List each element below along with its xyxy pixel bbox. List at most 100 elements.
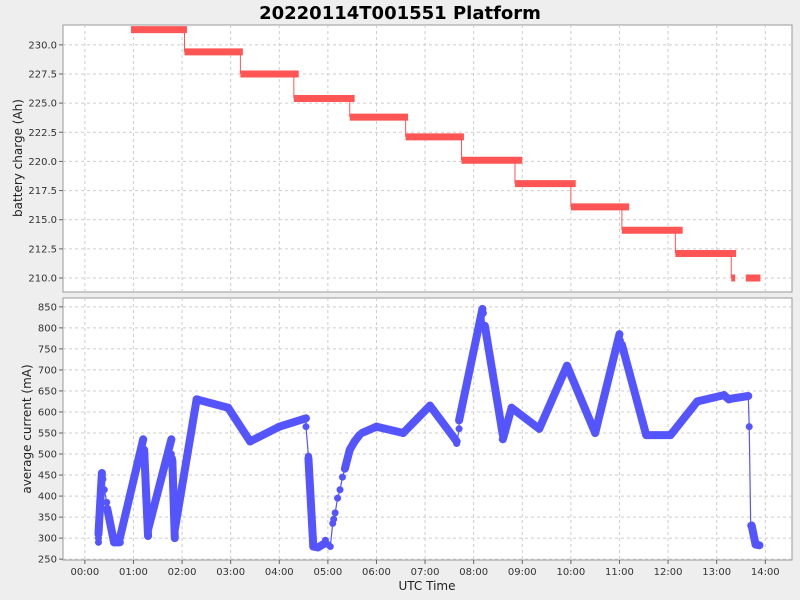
current-line-segment bbox=[535, 361, 571, 433]
y-tick-label: 217.5 bbox=[28, 186, 57, 197]
current-data-point bbox=[453, 440, 461, 448]
current-data-point bbox=[326, 543, 334, 551]
current-data-point bbox=[642, 431, 650, 439]
y-tick-label: 300 bbox=[38, 534, 57, 545]
x-tick-label: 13:00 bbox=[702, 567, 731, 578]
y-tick-label: 500 bbox=[38, 450, 57, 461]
current-data-point bbox=[563, 362, 571, 370]
current-data-point bbox=[168, 456, 176, 464]
x-tick-label: 04:00 bbox=[265, 567, 294, 578]
current-data-point bbox=[338, 473, 346, 481]
y-tick-label: 550 bbox=[38, 428, 57, 439]
y-tick-label: 230.0 bbox=[28, 40, 57, 51]
current-data-point bbox=[110, 538, 118, 546]
y-tick-label: 800 bbox=[38, 323, 57, 334]
current-data-point bbox=[100, 486, 108, 494]
current-data-point bbox=[275, 423, 283, 431]
current-data-point bbox=[144, 526, 152, 534]
current-data-point bbox=[224, 404, 232, 412]
x-tick-label: 07:00 bbox=[411, 567, 440, 578]
current-line-segment bbox=[399, 401, 434, 437]
current-line-segment bbox=[246, 422, 284, 446]
current-data-point bbox=[98, 469, 106, 477]
average-current-series bbox=[94, 304, 764, 552]
current-data-point bbox=[591, 429, 599, 437]
x-tick-label: 09:00 bbox=[508, 567, 537, 578]
current-line-segment bbox=[480, 321, 507, 440]
x-tick-label: 05:00 bbox=[313, 567, 342, 578]
y-tick-label: 650 bbox=[38, 386, 57, 397]
x-tick-label: 10:00 bbox=[556, 567, 585, 578]
current-data-point bbox=[455, 425, 463, 433]
current-line-segment bbox=[372, 422, 408, 437]
current-data-point bbox=[728, 395, 736, 403]
current-data-point bbox=[99, 475, 107, 483]
current-line-segment bbox=[275, 414, 310, 431]
battery-charge-panel: 210.0 212.5 215.0 217.5 220.0 222.5 225.0 227.5… bbox=[11, 24, 793, 293]
y-tick-label: 225.0 bbox=[28, 99, 57, 110]
current-data-point bbox=[116, 534, 124, 542]
y-tick-label: 250 bbox=[38, 555, 57, 566]
time-x-ticks: 00:00 01:00 02:00 03:00 04:00 05:00 06:00 07:00… bbox=[70, 560, 780, 578]
y-tick-label: 215.0 bbox=[28, 215, 57, 226]
current-data-point bbox=[171, 534, 179, 542]
current-data-point bbox=[341, 465, 349, 473]
current-data-point bbox=[144, 532, 152, 540]
current-data-point bbox=[481, 322, 489, 330]
current-data-point bbox=[139, 435, 147, 443]
average-current-panel: 250300350400450500550600650700750800850 … bbox=[20, 297, 793, 593]
chart-title: 20220114T001551 Platform bbox=[259, 3, 541, 24]
time-x-axis-label: UTC Time bbox=[399, 579, 456, 593]
current-line-segment bbox=[507, 403, 544, 433]
y-tick-label: 212.5 bbox=[28, 244, 57, 255]
current-data-point bbox=[399, 429, 407, 437]
current-data-point bbox=[667, 431, 674, 439]
current-data-point bbox=[304, 454, 312, 462]
y-tick-label: 750 bbox=[38, 344, 57, 355]
battery-charge-y-ticks: 210.0 212.5 215.0 217.5 220.0 222.5 225.0 227.5… bbox=[28, 40, 63, 285]
x-tick-label: 08:00 bbox=[459, 567, 488, 578]
current-data-point bbox=[94, 530, 102, 538]
current-data-point bbox=[618, 341, 626, 349]
average-current-y-axis-label: average current (mA) bbox=[20, 364, 34, 493]
current-data-point bbox=[748, 522, 756, 530]
y-tick-label: 222.5 bbox=[28, 128, 57, 139]
current-data-point bbox=[167, 435, 175, 443]
current-data-point bbox=[455, 416, 463, 424]
current-line-segment bbox=[748, 426, 752, 527]
current-data-point bbox=[330, 515, 338, 523]
current-line-segment bbox=[94, 468, 106, 538]
current-data-point bbox=[103, 498, 111, 506]
current-data-point bbox=[302, 414, 310, 422]
current-data-point bbox=[334, 494, 342, 502]
current-line-segment bbox=[170, 395, 201, 534]
average-current-y-ticks: 250 300 350 400 450 500 550 600 650 700 750 800 850 bbox=[38, 302, 63, 566]
current-line-segment bbox=[693, 391, 728, 406]
y-tick-label: 850 bbox=[38, 302, 57, 313]
x-tick-label: 00:00 bbox=[70, 567, 99, 578]
x-tick-label: 06:00 bbox=[362, 567, 391, 578]
y-tick-label: 700 bbox=[38, 365, 57, 376]
x-tick-label: 01:00 bbox=[119, 567, 148, 578]
current-line-segment bbox=[455, 304, 487, 425]
current-data-point bbox=[346, 446, 354, 454]
current-data-point bbox=[535, 425, 543, 433]
x-tick-label: 02:00 bbox=[168, 567, 197, 578]
current-line-segment bbox=[617, 340, 651, 440]
y-tick-label: 210.0 bbox=[28, 274, 57, 285]
current-data-point bbox=[499, 435, 507, 443]
y-tick-label: 227.5 bbox=[28, 69, 57, 80]
y-tick-label: 600 bbox=[38, 407, 57, 418]
x-tick-label: 03:00 bbox=[216, 567, 245, 578]
battery-charge-series bbox=[131, 26, 761, 282]
current-line-segment bbox=[425, 401, 461, 446]
x-tick-label: 12:00 bbox=[654, 567, 683, 578]
current-data-point bbox=[358, 429, 366, 437]
y-tick-label: 350 bbox=[38, 513, 57, 524]
current-data-point bbox=[302, 423, 310, 431]
x-tick-label: 14:00 bbox=[751, 567, 780, 578]
x-tick-label: 11:00 bbox=[605, 567, 634, 578]
current-line-segment bbox=[305, 426, 310, 457]
current-data-point bbox=[693, 397, 701, 405]
